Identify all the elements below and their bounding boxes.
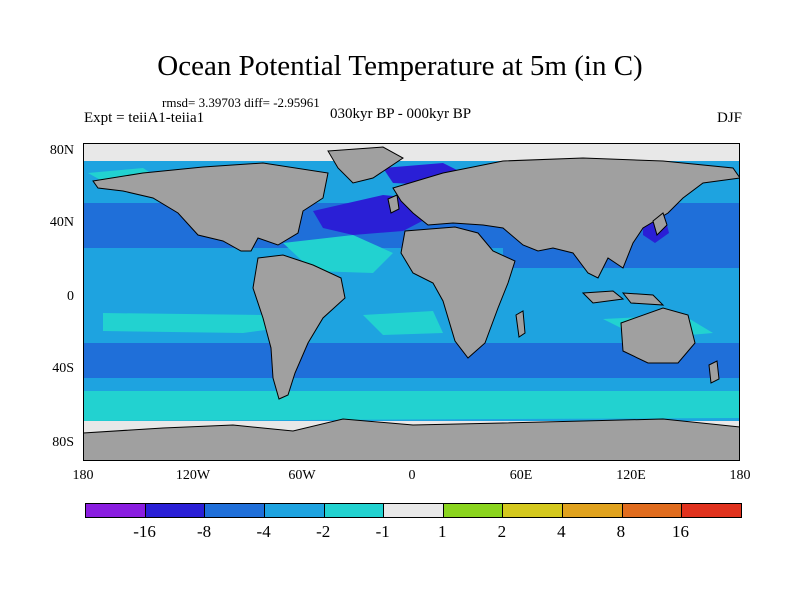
season-label: DJF bbox=[716, 110, 742, 126]
lon-label-0: 0 bbox=[408, 468, 416, 483]
colorbar-label: -2 bbox=[316, 522, 331, 541]
lat-label-40s: 40S bbox=[52, 361, 74, 376]
lat-label-0: 0 bbox=[67, 289, 74, 304]
colorbar-swatch bbox=[264, 504, 325, 517]
colorbar bbox=[85, 503, 742, 518]
colorbar-label: 1 bbox=[438, 522, 447, 541]
colorbar-label: 16 bbox=[671, 522, 689, 541]
colorbar-label: -16 bbox=[133, 522, 156, 541]
lon-label-60e: 60E bbox=[509, 468, 533, 483]
lon-label-120w: 120W bbox=[175, 468, 211, 483]
lon-label-180w: 180 bbox=[72, 468, 94, 483]
temperature-map bbox=[83, 143, 740, 461]
colorbar-label: -8 bbox=[196, 522, 212, 541]
colorbar-label: 8 bbox=[616, 522, 626, 541]
colorbar-label: 2 bbox=[497, 522, 507, 541]
lon-label-60w: 60W bbox=[288, 468, 316, 483]
lon-label-180e: 180 bbox=[729, 468, 751, 483]
land bbox=[83, 146, 740, 461]
colorbar-label: -4 bbox=[256, 522, 271, 541]
colorbar-swatch bbox=[563, 504, 623, 517]
lat-label-80s: 80S bbox=[52, 435, 74, 450]
period-label: 030kyr BP - 000kyr BP bbox=[330, 106, 472, 122]
lon-label-120e: 120E bbox=[616, 468, 646, 483]
colorbar-swatch bbox=[145, 504, 206, 517]
north-atlantic-anomaly bbox=[313, 163, 669, 243]
lat-label-80n: 80N bbox=[49, 143, 74, 158]
plot-title: Ocean Potential Temperature at 5m (in C) bbox=[157, 50, 643, 82]
colorbar-swatch bbox=[205, 504, 265, 517]
map-frame bbox=[83, 143, 740, 461]
colorbar-swatch bbox=[384, 504, 444, 517]
colorbar-swatch bbox=[324, 504, 385, 517]
colorbar-swatch bbox=[86, 504, 146, 517]
colorbar-label: 4 bbox=[557, 522, 566, 541]
rmsd-diff-stats: rmsd= 3.39703 diff= -2.95961 bbox=[162, 95, 320, 110]
colorbar-swatch bbox=[443, 504, 504, 517]
colorbar-swatch bbox=[622, 504, 683, 517]
lat-label-40n: 40N bbox=[49, 215, 74, 230]
colorbar-swatch bbox=[682, 504, 742, 517]
colorbar-swatch bbox=[503, 504, 564, 517]
colorbar-label: -1 bbox=[375, 522, 390, 541]
experiment-label: Expt = teiiA1-teiia1 bbox=[84, 110, 205, 126]
